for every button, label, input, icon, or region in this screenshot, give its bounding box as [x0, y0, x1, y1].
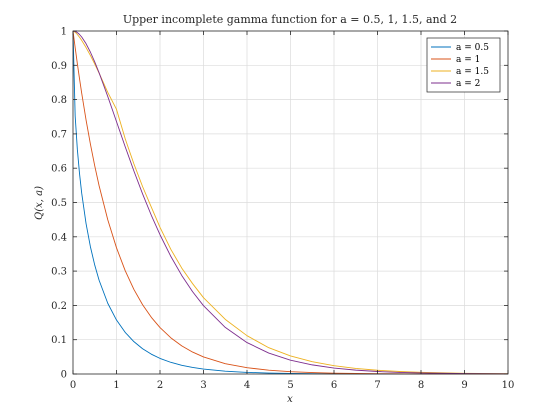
x-tick-label: 8: [418, 380, 424, 391]
axis-ticks: [72, 30, 509, 375]
y-tick-label: 0.6: [51, 164, 67, 175]
x-tick-label: 3: [200, 380, 206, 391]
x-tick-label: 1: [113, 380, 119, 391]
legend-entry: a = 1: [456, 55, 480, 65]
y-tick-label: 0.7: [51, 129, 67, 140]
x-tick-label: 0: [70, 380, 76, 391]
y-tick-label: 0.8: [51, 95, 67, 106]
y-tick-label: 0.4: [51, 232, 67, 243]
legend-entry: a = 1.5: [456, 67, 489, 77]
series-line-4: [72, 30, 509, 375]
y-axis-tick-labels: 0 0.1 0.2 0.3 0.4 0.5 0.6 0.7 0.8 0.9 1: [51, 27, 67, 381]
x-tick-label: 5: [287, 380, 293, 391]
x-tick-label: 2: [157, 380, 163, 391]
x-tick-label: 4: [244, 380, 250, 391]
series-line-2: [72, 30, 509, 375]
y-axis-label: Q(x, a): [34, 186, 45, 220]
y-tick-label: 0.5: [51, 198, 67, 209]
legend-entry: a = 0.5: [456, 43, 489, 53]
grid-lines: [73, 31, 508, 374]
x-tick-label: 10: [502, 380, 515, 391]
y-tick-label: 1: [61, 27, 67, 38]
legend-entry: a = 2: [456, 79, 480, 89]
series-line-3: [72, 30, 509, 375]
y-tick-label: 0.2: [51, 301, 67, 312]
x-tick-label: 7: [374, 380, 380, 391]
y-tick-label: 0.9: [51, 61, 67, 72]
x-axis-tick-labels: 0 1 2 3 4 5 6 7 8 9 10: [70, 380, 515, 391]
x-tick-label: 9: [461, 380, 467, 391]
legend: a = 0.5 a = 1 a = 1.5 a = 2: [426, 37, 501, 93]
y-tick-label: 0.1: [51, 335, 67, 346]
x-axis-label: x: [287, 394, 293, 405]
x-tick-label: 6: [331, 380, 337, 391]
y-tick-label: 0: [61, 370, 67, 381]
chart-title: Upper incomplete gamma function for a = …: [123, 13, 457, 26]
y-tick-label: 0.3: [51, 267, 67, 278]
